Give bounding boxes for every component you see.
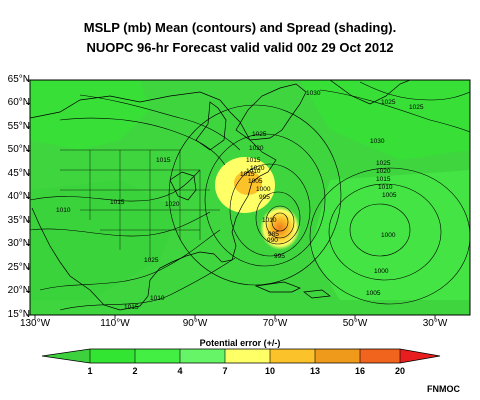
colorbar-swatch	[270, 349, 315, 363]
lon-label: 130°W	[19, 318, 51, 329]
pressure-contours	[30, 81, 470, 311]
contour-label: 1015	[124, 304, 139, 311]
colorbar	[41, 348, 441, 364]
lat-label: 35°N	[7, 215, 30, 226]
map-area: 1030 1025 1025 1025 1020 1015 1015 1010 …	[30, 80, 470, 315]
contour-label: 990	[267, 237, 278, 244]
colorbar-tick-label: 2	[132, 366, 138, 376]
credit-label: FNMOC	[427, 384, 460, 394]
contour-label: 1005	[382, 192, 397, 199]
contour-label: 1000	[374, 268, 389, 275]
colorbar-title: Potential error (+/-)	[199, 338, 281, 348]
colorbar-swatch	[90, 349, 135, 363]
lat-label: 40°N	[7, 191, 30, 202]
contour-label: 995	[259, 194, 270, 201]
contour-label: 1000	[256, 186, 271, 193]
spread-shading-northwest	[30, 80, 150, 150]
contour-label: 1010	[262, 217, 277, 224]
contour-label: 1015	[376, 176, 391, 183]
colorbar-swatch	[135, 349, 180, 363]
contour-label: 1020	[250, 165, 265, 172]
colorbar-tick-label: 10	[264, 366, 275, 376]
lat-label: 20°N	[7, 285, 30, 296]
colorbar-swatch	[315, 349, 360, 363]
lat-label: 25°N	[7, 262, 30, 273]
colorbar-tick-label: 7	[222, 366, 228, 376]
lat-label: 30°N	[7, 238, 30, 249]
title-line-2: NUOPC 96-hr Forecast valid valid 00z 29 …	[86, 40, 394, 55]
lon-label: 70°W	[262, 318, 288, 329]
contour-label: 1010	[246, 168, 261, 175]
state-borders	[60, 149, 220, 260]
lon-label: 110°W	[100, 318, 130, 329]
colorbar-swatch	[42, 349, 90, 363]
contour-label: 1010	[378, 184, 393, 191]
lat-label: 60°N	[7, 97, 30, 108]
lat-label: 55°N	[7, 121, 30, 132]
lat-label: 15°N	[7, 309, 30, 320]
contour-label: 1025	[381, 99, 396, 106]
contour-label: 1020	[165, 201, 180, 208]
spread-shading-east	[310, 170, 470, 300]
lon-label: 90°W	[182, 318, 208, 329]
contour-label: 1020	[376, 168, 391, 175]
lon-label: 50°W	[342, 318, 368, 329]
lat-label: 65°N	[7, 74, 30, 85]
contour-label: 1025	[144, 257, 159, 264]
colorbar-tick-label: 1	[87, 366, 93, 376]
colorbar-swatch	[400, 349, 440, 363]
colorbar-tick-label: 20	[394, 366, 405, 376]
contour-label: 1025	[252, 131, 267, 138]
contour-label: 985	[268, 231, 279, 238]
colorbar-tick-label: 16	[354, 366, 365, 376]
contour-label: 1030	[370, 138, 385, 145]
lat-label: 50°N	[7, 144, 30, 155]
colorbar-swatch	[360, 349, 400, 363]
spread-shading-orange-north	[234, 171, 262, 195]
contour-label: 1025	[409, 104, 424, 111]
colorbar-tick-label: 13	[309, 366, 320, 376]
contour-label: 1005	[366, 290, 381, 297]
axis-ticks	[26, 79, 436, 319]
colorbar-swatch	[225, 349, 270, 363]
contour-label: 1010	[150, 295, 165, 302]
contour-label: 1025	[376, 160, 391, 167]
contour-label: 1005	[248, 178, 263, 185]
contour-value-labels: 1030 1025 1025 1025 1020 1015 1015 1010 …	[56, 90, 424, 311]
contour-label: 995	[274, 253, 285, 260]
spread-shading-storm	[260, 206, 300, 250]
lon-label: 30°W	[422, 318, 448, 329]
contour-label: 1020	[249, 145, 264, 152]
colorbar-swatch	[180, 349, 225, 363]
contour-label: 1015	[156, 157, 171, 164]
contour-label: 1000	[381, 232, 396, 239]
contour-label: 1015	[240, 171, 255, 178]
contour-label: 1010	[56, 207, 71, 214]
contour-label: 1030	[306, 90, 321, 97]
title-line-1: MSLP (mb) Mean (contours) and Spread (sh…	[83, 20, 397, 35]
lat-label: 45°N	[7, 168, 30, 179]
contour-label: 1015	[110, 199, 125, 206]
colorbar-tick-label: 4	[177, 366, 183, 376]
contour-label: 1015	[246, 157, 261, 164]
